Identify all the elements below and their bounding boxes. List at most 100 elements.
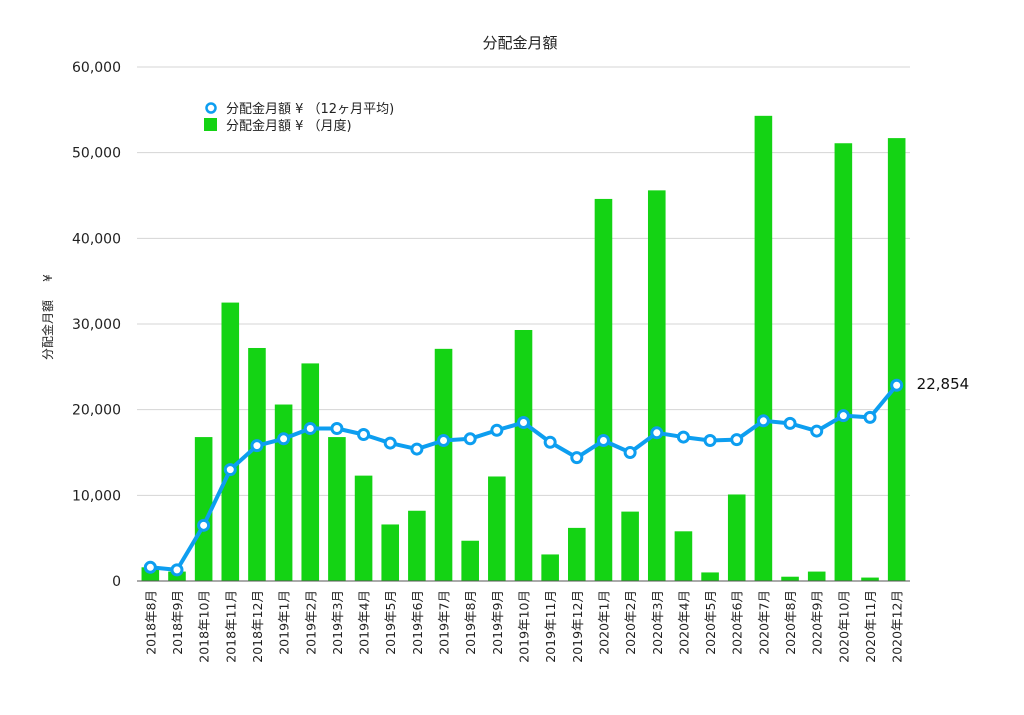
- y-tick-label: 60,000: [72, 60, 121, 76]
- bar: [568, 527, 586, 581]
- x-tick-label: 2019年9月: [490, 590, 505, 655]
- x-tick-label: 2018年9月: [170, 590, 185, 655]
- bar: [727, 494, 746, 581]
- line-point: [437, 434, 451, 448]
- bar: [514, 329, 533, 581]
- x-tick-label: 2019年6月: [410, 590, 425, 655]
- line-point: [463, 432, 477, 446]
- bar: [754, 115, 773, 581]
- x-tick-label: 2020年12月: [890, 590, 905, 663]
- bar: [274, 404, 293, 581]
- line-point: [836, 409, 850, 423]
- x-tick-label: 2020年4月: [676, 590, 691, 655]
- x-tick-label: 2019年4月: [357, 590, 372, 655]
- bar: [781, 576, 799, 581]
- bar: [647, 190, 666, 582]
- line-point: [490, 423, 504, 437]
- legend-marker-square-icon: [204, 118, 217, 131]
- gridlines: [137, 66, 910, 496]
- y-axis-title: 分配金月額: [40, 300, 55, 360]
- line-point: [250, 439, 264, 453]
- legend-label-average: 分配金月額 ¥ （12ヶ月平均): [226, 101, 394, 117]
- x-tick-label: 2020年8月: [783, 590, 798, 655]
- legend-item-average: 分配金月額 ¥ （12ヶ月平均): [205, 101, 394, 117]
- line-point: [330, 422, 344, 436]
- x-tick-label: 2019年11月: [543, 590, 558, 663]
- bar: [408, 510, 426, 581]
- y-tick-label: 30,000: [72, 317, 121, 333]
- x-tick-label: 2019年10月: [517, 590, 532, 663]
- x-tick-label: 2018年10月: [197, 590, 212, 663]
- bar: [674, 531, 693, 581]
- annotations: 22,854: [917, 375, 970, 393]
- x-tick-label: 2018年8月: [143, 590, 158, 655]
- x-tick-label: 2019年2月: [303, 590, 318, 655]
- line-point: [650, 426, 664, 440]
- x-tick-label: 2020年2月: [623, 590, 638, 655]
- bar: [328, 437, 346, 581]
- line-point: [517, 416, 530, 430]
- line-point: [277, 432, 291, 446]
- x-tick-label: 2019年5月: [383, 590, 398, 655]
- legend: 分配金月額 ¥ （12ヶ月平均) 分配金月額 ¥ （月度): [204, 101, 394, 134]
- chart-title: 分配金月額: [482, 34, 557, 52]
- legend-label-monthly: 分配金月額 ¥ （月度): [226, 118, 352, 134]
- bar: [461, 540, 479, 581]
- legend-item-monthly: 分配金月額 ¥ （月度): [204, 118, 352, 134]
- x-tick-label: 2020年6月: [730, 590, 745, 655]
- line-point: [890, 378, 904, 392]
- bar: [541, 554, 559, 581]
- line-point: [730, 433, 744, 447]
- line-point: [783, 416, 797, 430]
- y-tick-label: 0: [112, 574, 121, 590]
- y-tick-label: 10,000: [72, 488, 121, 504]
- line-point: [623, 446, 637, 459]
- x-tick-label: 2019年12月: [570, 590, 585, 663]
- line-point: [863, 410, 877, 424]
- line-point: [410, 442, 424, 456]
- bar: [301, 363, 320, 581]
- x-tick-label: 2020年10月: [836, 590, 851, 663]
- x-tick-label: 2020年7月: [756, 590, 771, 655]
- x-axis-ticks: 2018年8月 2018年9月 2018年10月 2018年11月 2018年12月 20…: [143, 590, 904, 663]
- bar: [834, 143, 853, 581]
- bar: [861, 577, 879, 581]
- line-point: [357, 428, 371, 442]
- y-axis-unit: ¥: [41, 274, 55, 282]
- y-tick-label: 20,000: [72, 403, 121, 419]
- line-point: [810, 424, 824, 438]
- x-tick-label: 2019年3月: [330, 590, 345, 655]
- line-point: [143, 560, 157, 574]
- bar: [594, 198, 613, 581]
- bar: [221, 302, 240, 581]
- bar: [354, 475, 373, 581]
- line-point: [676, 430, 690, 444]
- bar: [488, 476, 506, 581]
- line-point: [570, 451, 584, 465]
- y-axis-label: 分配金月額 ¥: [40, 274, 55, 360]
- legend-marker-circle-icon: [205, 102, 217, 114]
- x-tick-label: 2020年9月: [810, 590, 825, 655]
- bar: [381, 524, 400, 581]
- x-tick-label: 2020年5月: [703, 590, 718, 655]
- bar: [248, 347, 266, 581]
- line-point: [543, 435, 557, 449]
- line-point: [703, 434, 717, 448]
- x-tick-label: 2019年7月: [437, 590, 452, 655]
- line-point: [596, 434, 610, 448]
- x-tick-label: 2018年12月: [250, 590, 265, 663]
- line-point: [383, 436, 397, 450]
- bar: [194, 437, 213, 581]
- y-axis-ticks: 0 10,000 20,000 30,000 40,000 50,000 60,000: [72, 60, 121, 590]
- x-tick-label: 2019年1月: [277, 590, 292, 655]
- x-tick-label: 2020年11月: [863, 590, 878, 663]
- line-point: [303, 422, 317, 436]
- x-tick-label: 2019年8月: [463, 590, 478, 655]
- x-tick-label: 2020年1月: [596, 590, 611, 655]
- data-label: 22,854: [917, 375, 970, 393]
- bar: [621, 511, 639, 581]
- bar: [434, 348, 453, 581]
- line-point: [223, 463, 237, 477]
- bar: [701, 572, 719, 581]
